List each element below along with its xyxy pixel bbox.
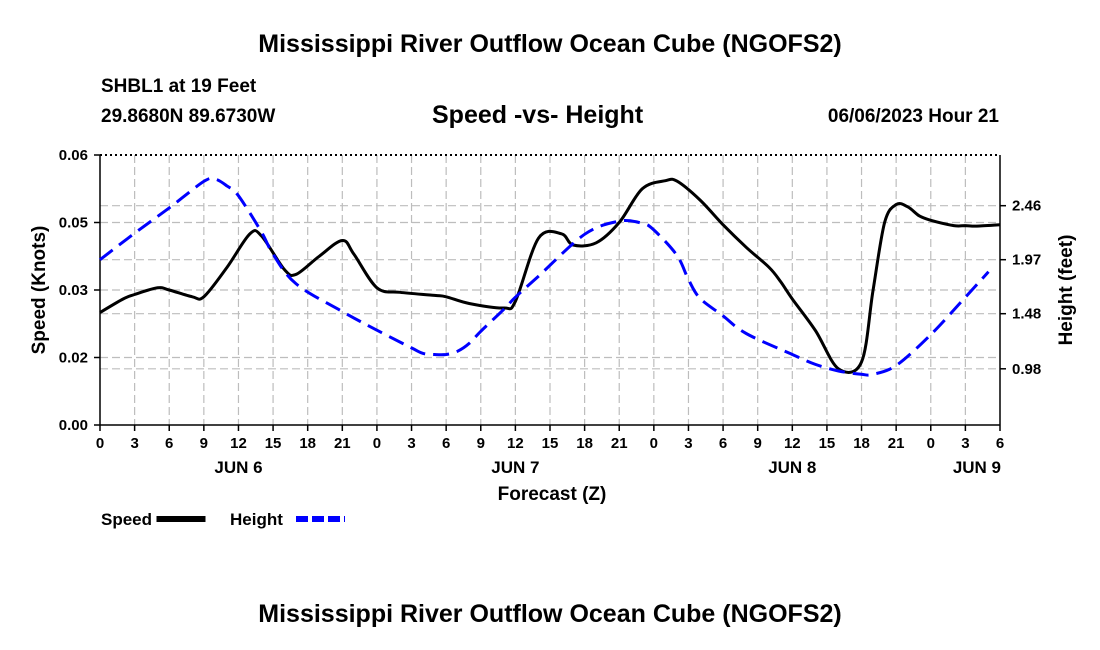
chart-subtitle: Speed -vs- Height — [432, 101, 644, 129]
x-day-label: JUN 8 — [768, 458, 816, 477]
x-tick-label: 15 — [265, 435, 282, 452]
y2-tick-label: 1.97 — [1012, 252, 1041, 269]
forecast-datetime: 06/06/2023 Hour 21 — [827, 106, 999, 127]
y2-tick-label: 1.48 — [1012, 306, 1041, 323]
x-tick-label: 21 — [888, 435, 905, 452]
x-tick-label: 6 — [719, 435, 727, 452]
x-tick-label: 3 — [684, 435, 692, 452]
x-tick-label: 0 — [650, 435, 658, 452]
x-tick-label: 9 — [754, 435, 762, 452]
y2-axis-title: Height (feet) — [1056, 235, 1077, 346]
x-tick-label: 21 — [334, 435, 351, 452]
x-day-label: JUN 7 — [491, 458, 539, 477]
x-tick-label: 6 — [442, 435, 450, 452]
x-axis-title: Forecast (Z) — [498, 484, 607, 505]
x-day-label: JUN 9 — [953, 458, 1001, 477]
x-tick-label: 12 — [507, 435, 524, 452]
series-line-height — [99, 176, 990, 377]
y-tick-label: 0.05 — [59, 215, 88, 232]
y-tick-label: 0.02 — [59, 350, 88, 367]
x-tick-label: 18 — [299, 435, 316, 452]
page-title-bottom: Mississippi River Outflow Ocean Cube (NG… — [258, 600, 842, 628]
y-tick-label: 0.00 — [59, 417, 88, 434]
x-tick-label: 15 — [819, 435, 836, 452]
station-label: SHBL1 at 19 Feet — [101, 76, 257, 97]
y-axis-title: Speed (Knots) — [29, 226, 50, 355]
page-title-top: Mississippi River Outflow Ocean Cube (NG… — [258, 30, 842, 58]
x-tick-label: 18 — [853, 435, 870, 452]
legend-label-speed: Speed — [101, 510, 152, 529]
x-tick-label: 12 — [784, 435, 801, 452]
x-day-label: JUN 6 — [214, 458, 262, 477]
x-tick-label: 9 — [477, 435, 485, 452]
x-tick-label: 3 — [961, 435, 969, 452]
x-tick-label: 18 — [576, 435, 593, 452]
y-tick-label: 0.03 — [59, 282, 88, 299]
y2-tick-label: 2.46 — [1012, 198, 1041, 215]
x-tick-label: 0 — [373, 435, 381, 452]
x-tick-label: 21 — [611, 435, 628, 452]
x-tick-label: 0 — [927, 435, 935, 452]
x-tick-label: 3 — [407, 435, 415, 452]
x-tick-label: 6 — [996, 435, 1004, 452]
x-tick-label: 0 — [96, 435, 104, 452]
x-tick-label: 9 — [200, 435, 208, 452]
y2-tick-label: 0.98 — [1012, 361, 1041, 378]
x-tick-label: 15 — [542, 435, 559, 452]
y-tick-label: 0.06 — [59, 147, 88, 164]
legend-label-height: Height — [230, 510, 283, 529]
x-tick-label: 12 — [230, 435, 247, 452]
x-tick-label: 3 — [130, 435, 138, 452]
x-tick-label: 6 — [165, 435, 173, 452]
station-coordinates: 29.8680N 89.6730W — [101, 106, 276, 127]
